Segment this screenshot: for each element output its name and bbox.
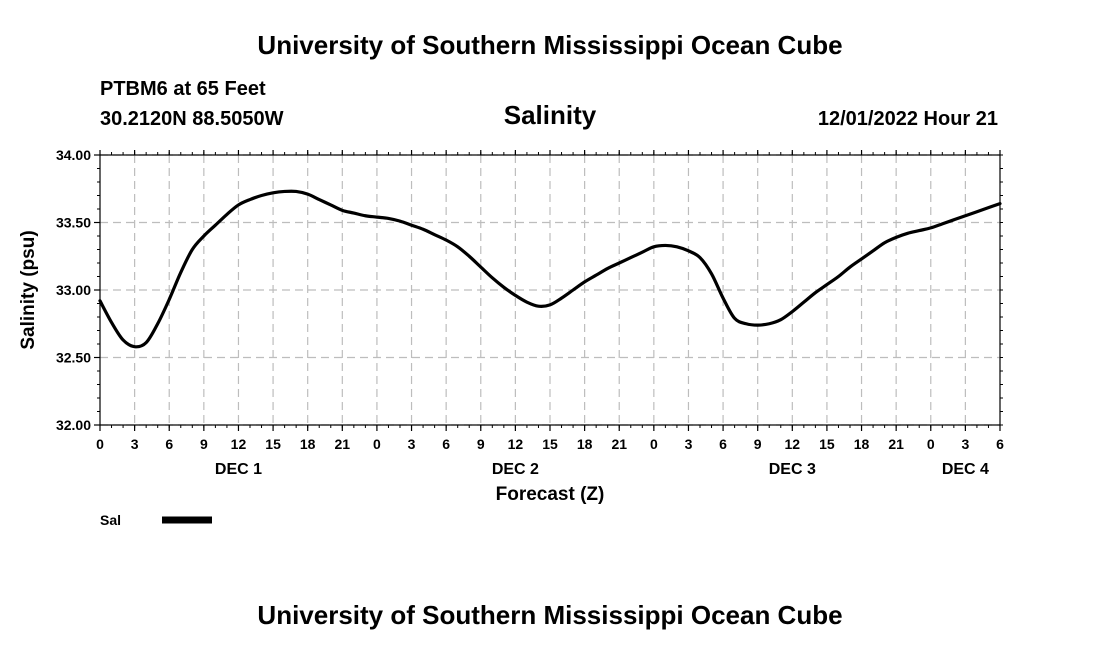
y-tick-label: 33.50 [56,215,91,231]
x-tick-label: 0 [373,436,381,452]
x-tick-label: 0 [96,436,104,452]
y-tick-label: 32.00 [56,417,91,433]
x-tick-label: 12 [508,436,524,452]
plot-frame [99,154,1001,426]
x-tick-label: 12 [231,436,247,452]
x-tick-label: 3 [131,436,139,452]
station-label: PTBM6 at 65 Feet [100,78,266,100]
x-tick-label: 21 [888,436,904,452]
x-tick-label: 12 [785,436,801,452]
x-tick-label: 6 [442,436,450,452]
legend: Sal [100,512,212,528]
valid-time-label: 12/01/2022 Hour 21 [818,108,998,130]
day-label: DEC 3 [769,461,816,478]
x-tick-label: 21 [611,436,627,452]
x-tick-label: 3 [961,436,969,452]
y-tick-label: 33.00 [56,282,91,298]
day-label: DEC 4 [942,461,989,478]
grid [100,154,1000,426]
x-tick-label: 9 [200,436,208,452]
chart-title: Salinity [504,100,597,130]
day-label: DEC 2 [492,461,539,478]
y-axis-label: Salinity (psu) [18,230,39,349]
location-label: 30.2120N 88.5050W [100,108,284,130]
footer-title: University of Southern Mississippi Ocean… [257,600,842,630]
y-axis-ticks: 32.00 32.50 33.00 33.50 34.00 [56,147,1003,433]
day-label: DEC 1 [215,461,262,478]
x-tick-label: 18 [300,436,316,452]
page-title: University of Southern Mississippi Ocean… [257,30,842,60]
x-tick-label: 6 [165,436,173,452]
x-tick-label: 9 [477,436,485,452]
y-tick-label: 34.00 [56,147,91,163]
x-tick-label: 9 [754,436,762,452]
legend-label: Sal [100,512,121,528]
x-tick-label: 0 [650,436,658,452]
x-tick-label: 15 [542,436,558,452]
x-tick-label: 6 [719,436,727,452]
y-tick-label: 32.50 [56,350,91,366]
x-tick-label: 21 [335,436,351,452]
x-tick-label: 0 [927,436,935,452]
x-tick-label: 3 [408,436,416,452]
x-axis-label: Forecast (Z) [496,484,605,505]
x-tick-label: 18 [577,436,593,452]
x-axis-ticks: 0 3 6 9 12 15 18 21 0 3 6 9 12 15 18 21 0 3 6 9 12 15 18 21 0 3 6 [96,150,1004,452]
salinity-series-line [98,189,1002,349]
x-tick-label: 18 [854,436,870,452]
x-tick-label: 6 [996,436,1004,452]
x-tick-label: 15 [819,436,835,452]
day-labels: DEC 1 DEC 2 DEC 3 DEC 4 [215,461,989,478]
x-tick-label: 15 [265,436,281,452]
x-tick-label: 3 [685,436,693,452]
